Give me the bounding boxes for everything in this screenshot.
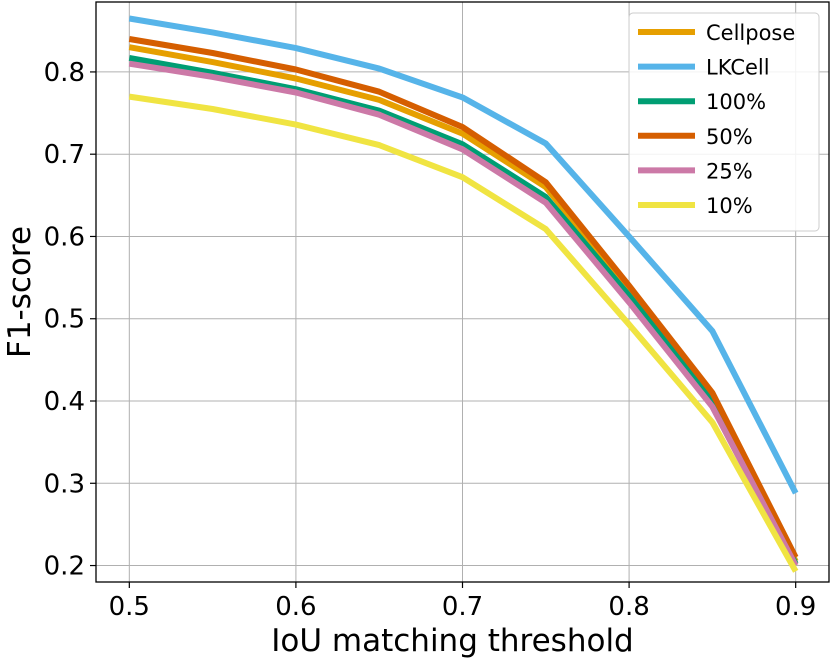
series-line-100pct	[128, 54, 799, 566]
legend-label-50pct: 50%	[706, 125, 753, 149]
series-line-25pct	[128, 60, 799, 567]
x-axis-title: IoU matching threshold	[271, 623, 633, 659]
y-tick-label: 0.3	[44, 469, 85, 499]
ticks: 0.5 0.6 0.7 0.8 0.9 0.2 0.3 0.4 0.5 0.6 0.7 0.8	[44, 58, 817, 622]
legend-label-100pct: 100%	[706, 90, 766, 114]
y-tick-label: 0.4	[44, 387, 85, 417]
y-tick-label: 0.5	[44, 305, 85, 335]
x-tick-label: 0.7	[442, 592, 483, 622]
legend-label-cellpose: Cellpose	[706, 21, 795, 45]
x-tick-label: 0.5	[109, 592, 150, 622]
legend-label-lkcell: LKCell	[706, 56, 770, 80]
y-tick-label: 0.7	[44, 140, 85, 170]
series-line-50pct	[128, 36, 799, 559]
series-lines	[128, 15, 799, 573]
y-axis-title: F1-score	[2, 226, 38, 358]
legend-label-10pct: 10%	[706, 194, 753, 218]
legend-label-25pct: 25%	[706, 159, 753, 183]
y-tick-label: 0.8	[44, 58, 85, 88]
x-tick-label: 0.8	[608, 592, 649, 622]
x-tick-label: 0.6	[275, 592, 316, 622]
y-tick-label: 0.6	[44, 222, 85, 252]
y-tick-label: 0.2	[44, 552, 85, 582]
series-line-10pct	[128, 93, 799, 573]
series-line-lkcell	[128, 15, 799, 495]
x-tick-label: 0.9	[775, 592, 816, 622]
legend: Cellpose LKCell 100% 50% 25% 10%	[628, 12, 820, 232]
